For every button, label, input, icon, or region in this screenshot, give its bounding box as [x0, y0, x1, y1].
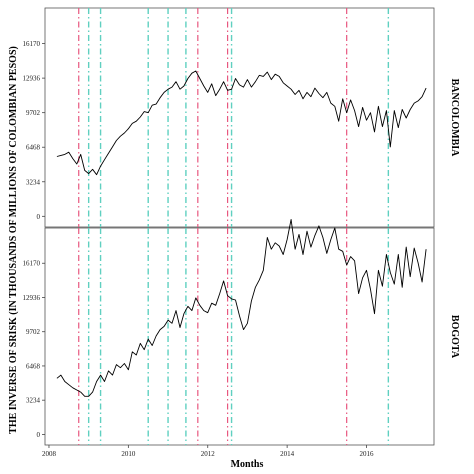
y-tick-label-bancolombia-2: 6468: [26, 144, 41, 152]
y-tick-label-bancolombia-1: 3234: [26, 178, 41, 186]
x-tick-label-2: 2012: [201, 450, 216, 458]
x-tick-label-3: 2014: [280, 450, 295, 458]
strip-label-bogota: BOGOTA: [449, 315, 460, 359]
y-tick-label-bogota-1: 3234: [26, 397, 41, 405]
panel-bogota: BOGOTA 0 3234 6468 9702 12936 16170: [23, 219, 460, 446]
strip-label-bancolombia: BANCOLOMBIA: [449, 79, 460, 158]
y-tick-label-bogota-0: 0: [37, 431, 41, 439]
panel-bancolombia: BANCOLOMBIA 0 3234 6468 9702 12936 16170: [23, 7, 460, 228]
y-tick-label-bogota-5: 16170: [23, 260, 41, 268]
y-tick-label-bancolombia-0: 0: [37, 213, 41, 221]
x-tick-label-1: 2010: [121, 450, 136, 458]
y-axis-title: THE INVERSE OF SRISK (IN THOUSANDS OF MI…: [8, 46, 19, 434]
x-axis-title: Months: [231, 459, 264, 470]
series-line-bogota: [56, 219, 427, 397]
y-tick-label-bogota-2: 6468: [26, 362, 41, 370]
x-tick-label-0: 2008: [42, 450, 57, 458]
panel-border-bogota: [44, 227, 435, 446]
y-tick-label-bancolombia-5: 16170: [23, 40, 41, 48]
y-tick-label-bogota-4: 12936: [23, 294, 41, 302]
y-tick-label-bancolombia-4: 12936: [23, 75, 41, 83]
y-tick-label-bancolombia-3: 9702: [26, 109, 41, 117]
panel-border-bancolombia: [44, 7, 435, 228]
y-tick-label-bogota-3: 9702: [26, 328, 41, 336]
x-tick-label-4: 2016: [360, 450, 375, 458]
x-axis: 2008 2010 2012 2014 2016: [42, 445, 374, 458]
series-line-bancolombia: [56, 70, 427, 176]
